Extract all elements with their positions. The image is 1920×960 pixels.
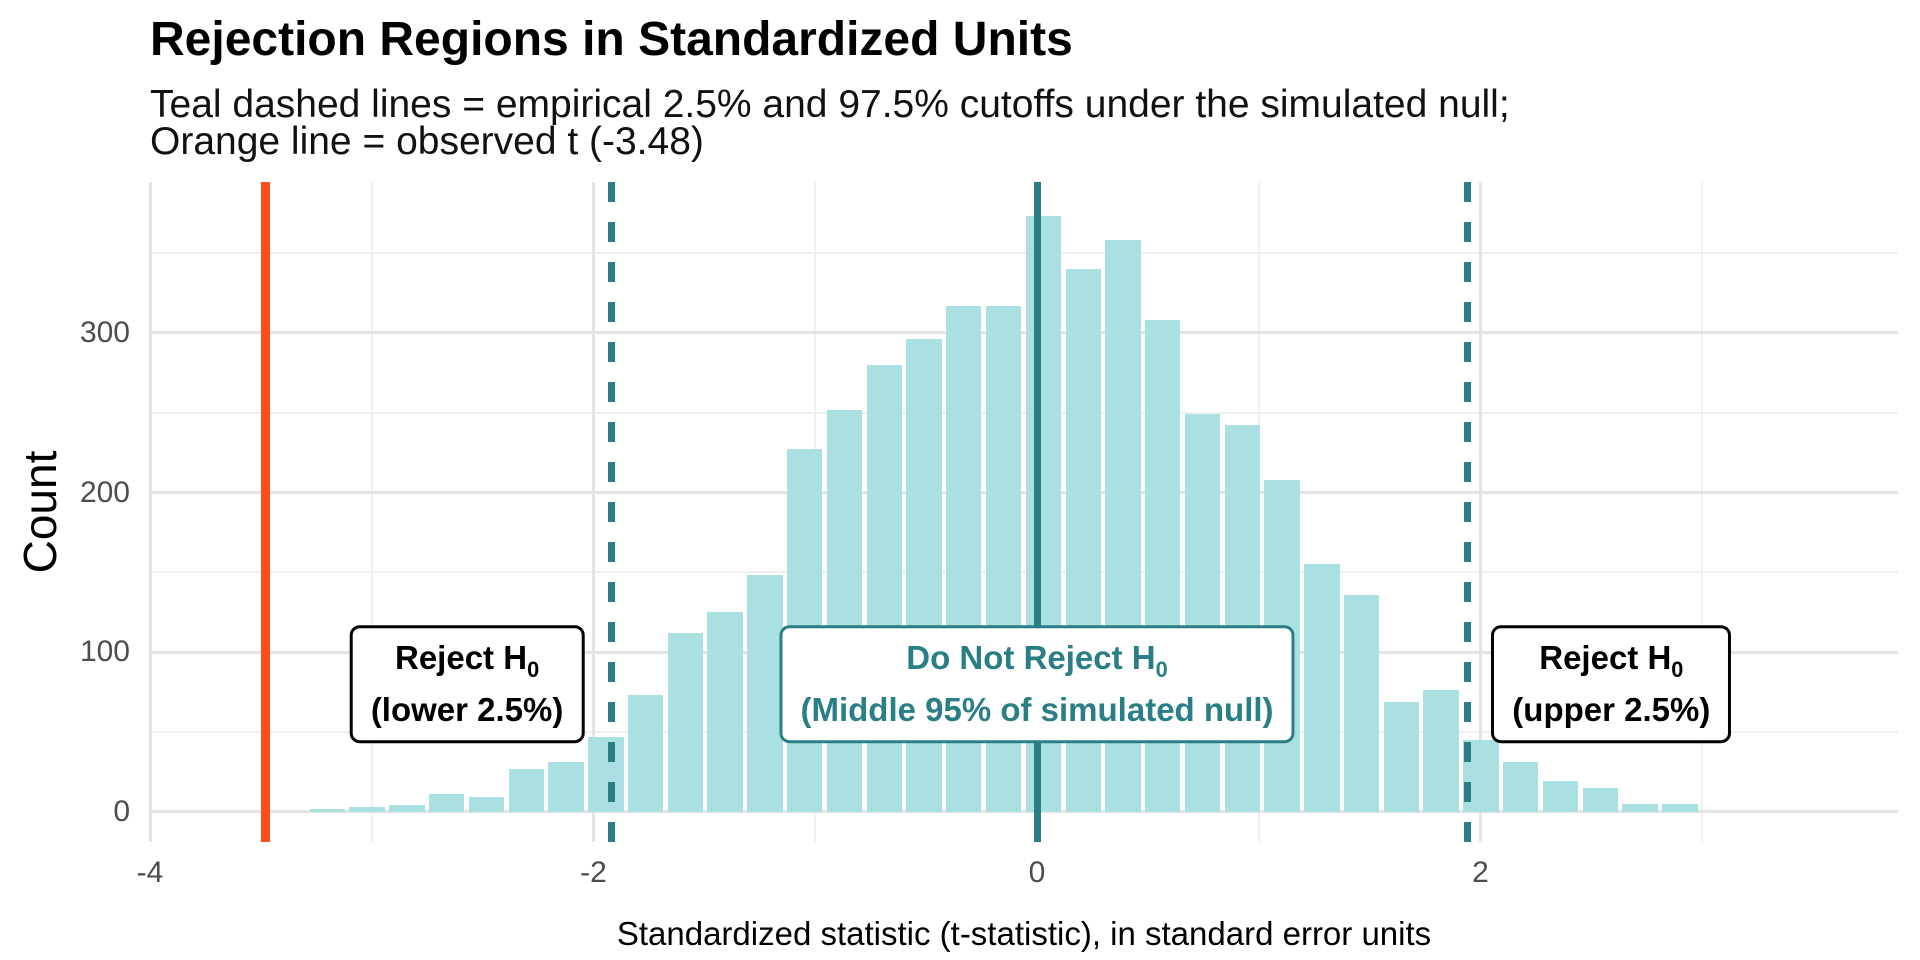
upper-cutoff-line — [1463, 182, 1471, 842]
chart-subtitle-line1: Teal dashed lines = empirical 2.5% and 9… — [150, 83, 1510, 126]
reject-lower-label-line1: Reject H0 — [395, 639, 540, 682]
do-not-reject-label-line2: (Middle 95% of simulated null) — [800, 690, 1274, 728]
histogram-bar — [1343, 594, 1380, 812]
histogram-bar — [1582, 787, 1619, 812]
y-tick-label-100: 100 — [79, 635, 130, 669]
histogram-bar — [707, 612, 743, 812]
do-not-reject-label: Do Not Reject H0 (Middle 95% of simulated… — [779, 625, 1295, 743]
reject-lower-label-line2: (lower 2.5%) — [370, 690, 564, 728]
chart-title: Rejection Regions in Standardized Units — [150, 13, 1073, 66]
chart-subtitle: Teal dashed lines = empirical 2.5% and 9… — [150, 83, 1510, 163]
x-tick-label-2: 2 — [1472, 856, 1489, 889]
gridline-x-minor — [1701, 182, 1704, 842]
histogram-bar — [1184, 414, 1221, 812]
chart-subtitle-line2: Orange line = observed t (-3.48) — [150, 120, 704, 163]
histogram-bar — [1423, 690, 1459, 812]
x-axis-title: Standardized statistic (t-statistic), in… — [616, 915, 1432, 952]
histogram-bar — [866, 364, 903, 812]
x-tick-label--2: -2 — [580, 856, 607, 889]
null-center-line — [1033, 182, 1041, 842]
plot-panel: Reject H0 (lower 2.5%) Do Not Reject H0 (Mi… — [148, 182, 1898, 842]
histogram-bar — [1662, 803, 1698, 812]
gridline-y-major — [150, 491, 1898, 494]
histogram-bar — [1383, 701, 1420, 812]
histogram-bar — [826, 409, 863, 812]
histogram-bar — [548, 762, 584, 812]
histogram-bar — [309, 808, 346, 812]
gridline-y-minor — [150, 411, 1898, 414]
reject-upper-label-line2: (upper 2.5%) — [1512, 690, 1711, 728]
gridline-y-minor — [150, 252, 1898, 255]
histogram-bar — [1542, 781, 1579, 812]
y-axis-title: Count — [14, 450, 66, 574]
histogram-bar — [508, 768, 544, 812]
do-not-reject-label-line1: Do Not Reject H0 — [906, 639, 1168, 682]
histogram-bar — [389, 805, 425, 812]
histogram-bar — [349, 806, 385, 812]
histogram-bar — [1622, 803, 1658, 812]
histogram-bar — [1224, 425, 1260, 812]
x-tick-label--4: -4 — [136, 856, 164, 889]
reject-upper-label-line1: Reject H0 — [1539, 639, 1684, 682]
histogram-bar — [588, 736, 624, 812]
histogram-bar — [1503, 762, 1539, 812]
histogram-bar — [667, 632, 704, 812]
reject-lower-label: Reject H0 (lower 2.5%) — [349, 625, 585, 743]
gridline-y-major — [150, 810, 1898, 814]
gridline-x-major — [592, 182, 595, 842]
y-tick-label-300: 300 — [79, 315, 130, 349]
x-tick-label-0: 0 — [1028, 856, 1046, 889]
gridline-y-major — [150, 331, 1898, 335]
reject-upper-label: Reject H0 (upper 2.5%) — [1491, 625, 1732, 743]
lower-cutoff-line — [607, 182, 615, 842]
gridline-y-minor — [150, 571, 1898, 574]
gridline-x-minor — [370, 182, 373, 842]
histogram-bar — [1304, 564, 1340, 812]
gridline-x-major — [148, 182, 152, 842]
histogram-bar — [428, 794, 465, 812]
histogram-bar — [468, 797, 505, 812]
histogram-bar — [747, 575, 783, 812]
histogram-bar — [627, 695, 664, 812]
y-tick-label-200: 200 — [79, 475, 130, 509]
y-tick-label-0: 0 — [113, 794, 130, 828]
gridline-x-major — [1479, 182, 1482, 842]
observed-t-line — [260, 182, 270, 842]
